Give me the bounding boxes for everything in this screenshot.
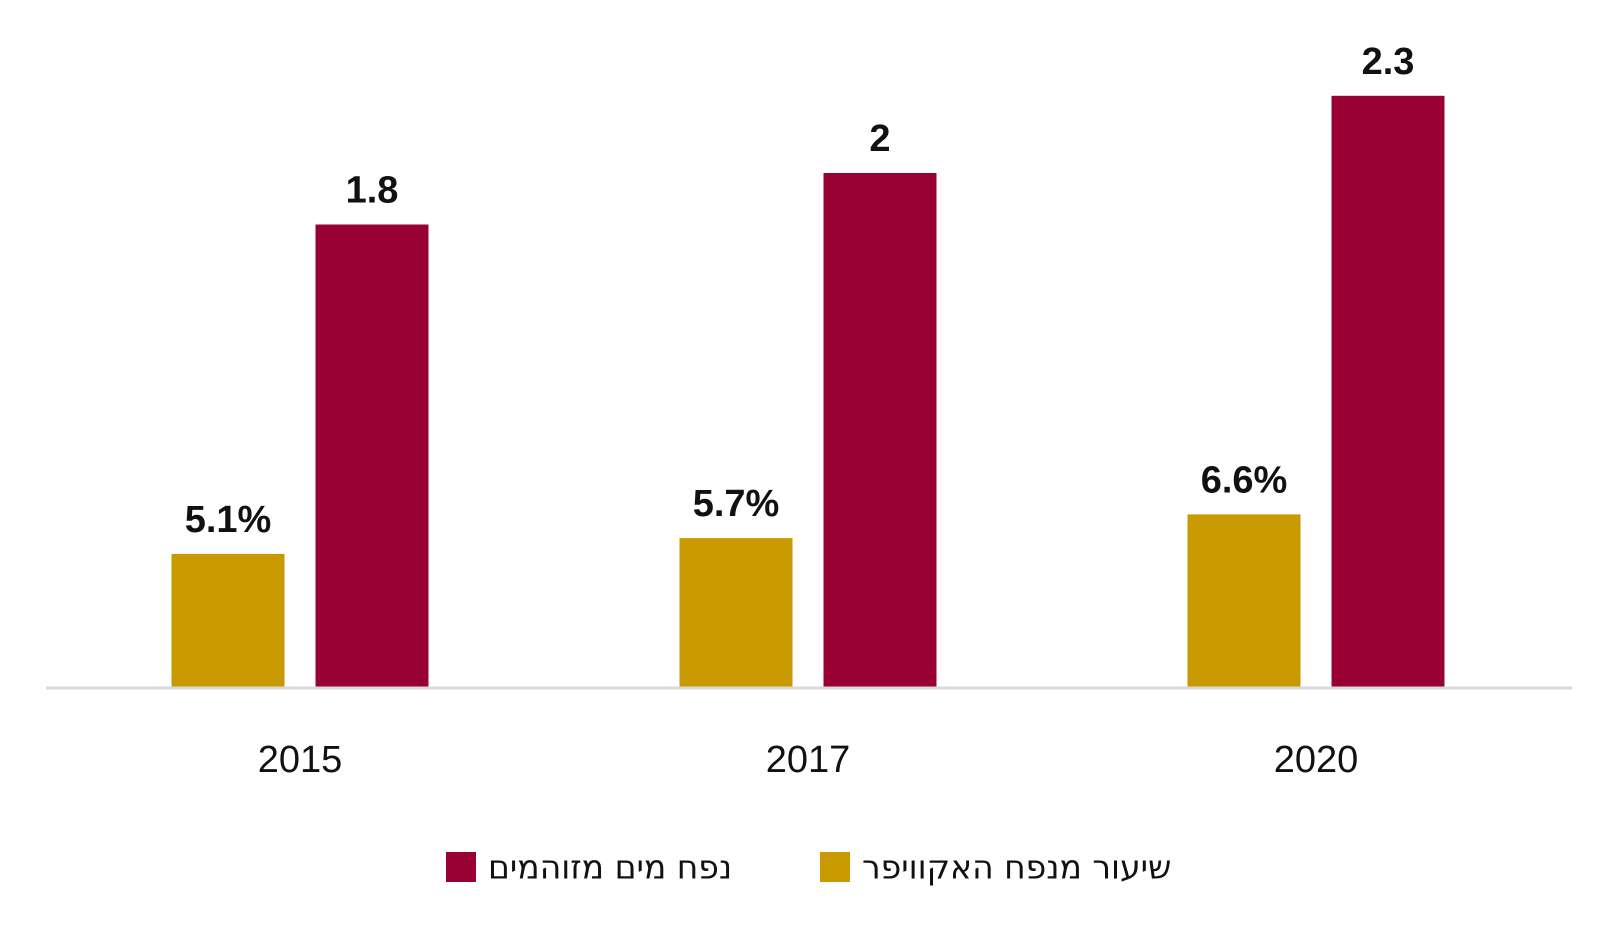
x-tick-labels: 2015 2017 2020 bbox=[258, 739, 1359, 781]
legend-swatch-aquifer-rate bbox=[820, 852, 850, 882]
x-tick-label-2015: 2015 bbox=[258, 739, 343, 781]
bars-layer: 5.1% 5.7% 6.6% 1.8 2 2.3 bbox=[171, 41, 1445, 689]
data-label-series1-2020: 2.3 bbox=[1362, 41, 1415, 83]
data-label-series0-2017: 5.7% bbox=[693, 483, 780, 525]
bar-series0-2015 bbox=[171, 553, 285, 688]
bar-series1-2017 bbox=[823, 173, 937, 688]
data-label-series1-2015: 1.8 bbox=[346, 170, 399, 212]
legend: שיעור מנפח האקוויפר נפח מים מזוהמים bbox=[446, 848, 1171, 887]
x-tick-label-2017: 2017 bbox=[766, 739, 851, 781]
legend-item-contaminated-volume: נפח מים מזוהמים bbox=[446, 848, 732, 887]
x-tick-label-2020: 2020 bbox=[1274, 739, 1359, 781]
data-label-series1-2017: 2 bbox=[869, 118, 890, 160]
legend-label-aquifer-rate: שיעור מנפח האקוויפר bbox=[862, 848, 1171, 887]
legend-label-contaminated-volume: נפח מים מזוהמים bbox=[488, 848, 732, 887]
legend-item-aquifer-rate: שיעור מנפח האקוויפר bbox=[820, 848, 1171, 887]
bar-series1-2015 bbox=[315, 224, 429, 688]
data-label-series0-2020: 6.6% bbox=[1201, 459, 1288, 501]
bar-series0-2020 bbox=[1187, 514, 1301, 688]
legend-swatch-contaminated-volume bbox=[446, 852, 476, 882]
data-label-series0-2015: 5.1% bbox=[185, 499, 272, 541]
bar-series1-2020 bbox=[1331, 95, 1445, 689]
bar-series0-2017 bbox=[679, 538, 793, 688]
